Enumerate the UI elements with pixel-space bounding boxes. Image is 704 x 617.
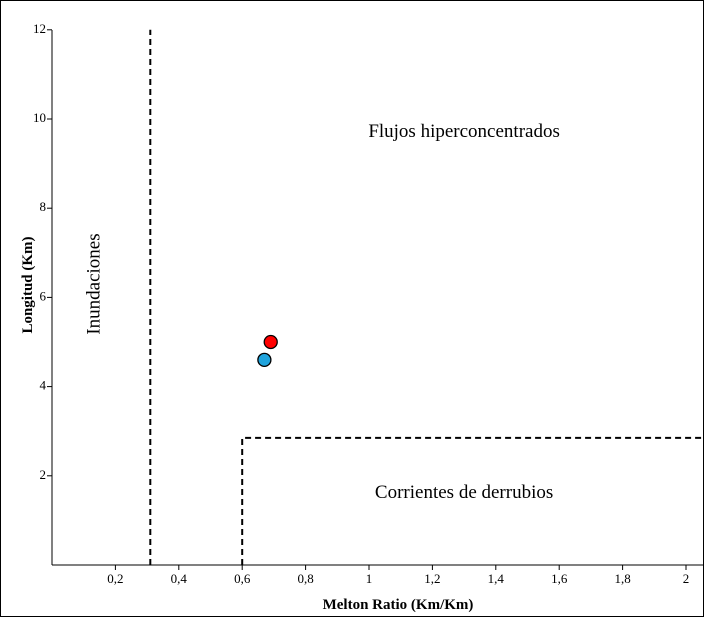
- x-tick-label: 1,2: [424, 571, 440, 586]
- region-label: Corrientes de derrubios: [375, 482, 553, 503]
- y-tick-label: 6: [40, 288, 47, 303]
- x-tick-label: 1,6: [551, 571, 568, 586]
- y-tick-label: 12: [33, 21, 46, 36]
- x-axis-title: Melton Ratio (Km/Km): [323, 597, 474, 613]
- y-tick-label: 8: [40, 199, 47, 214]
- x-tick-label: 1,8: [614, 571, 630, 586]
- x-ticks: 0,2 0,4 0,6 0,8 1 1,2 1,4 1,6 1,8 2: [107, 565, 689, 586]
- x-tick-label: 1: [366, 571, 373, 586]
- x-tick-label: 0,8: [297, 571, 313, 586]
- boundary-line-2: [241, 436, 702, 565]
- region-label: Inundaciones: [84, 233, 105, 334]
- y-axis-title: Longitud (Km): [20, 236, 36, 333]
- y-ticks: 2 4 6 8 10 12: [33, 21, 52, 482]
- region-labels: Inundaciones Flujos hiperconcentrados Corr…: [84, 121, 560, 503]
- x-tick-label: 2: [683, 571, 690, 586]
- x-tick-label: 0,4: [171, 571, 188, 586]
- data-points: [257, 334, 278, 367]
- y-tick-label: 4: [40, 378, 47, 393]
- data-point: [263, 334, 278, 350]
- x-tick-label: 1,4: [488, 571, 505, 586]
- y-tick-label: 10: [33, 110, 46, 125]
- data-point: [257, 352, 272, 367]
- x-tick-label: 0,2: [107, 571, 123, 586]
- y-tick-label: 2: [40, 467, 47, 482]
- region-boundaries: [149, 29, 702, 565]
- region-label: Flujos hiperconcentrados: [368, 121, 560, 142]
- x-tick-label: 0,6: [234, 571, 251, 586]
